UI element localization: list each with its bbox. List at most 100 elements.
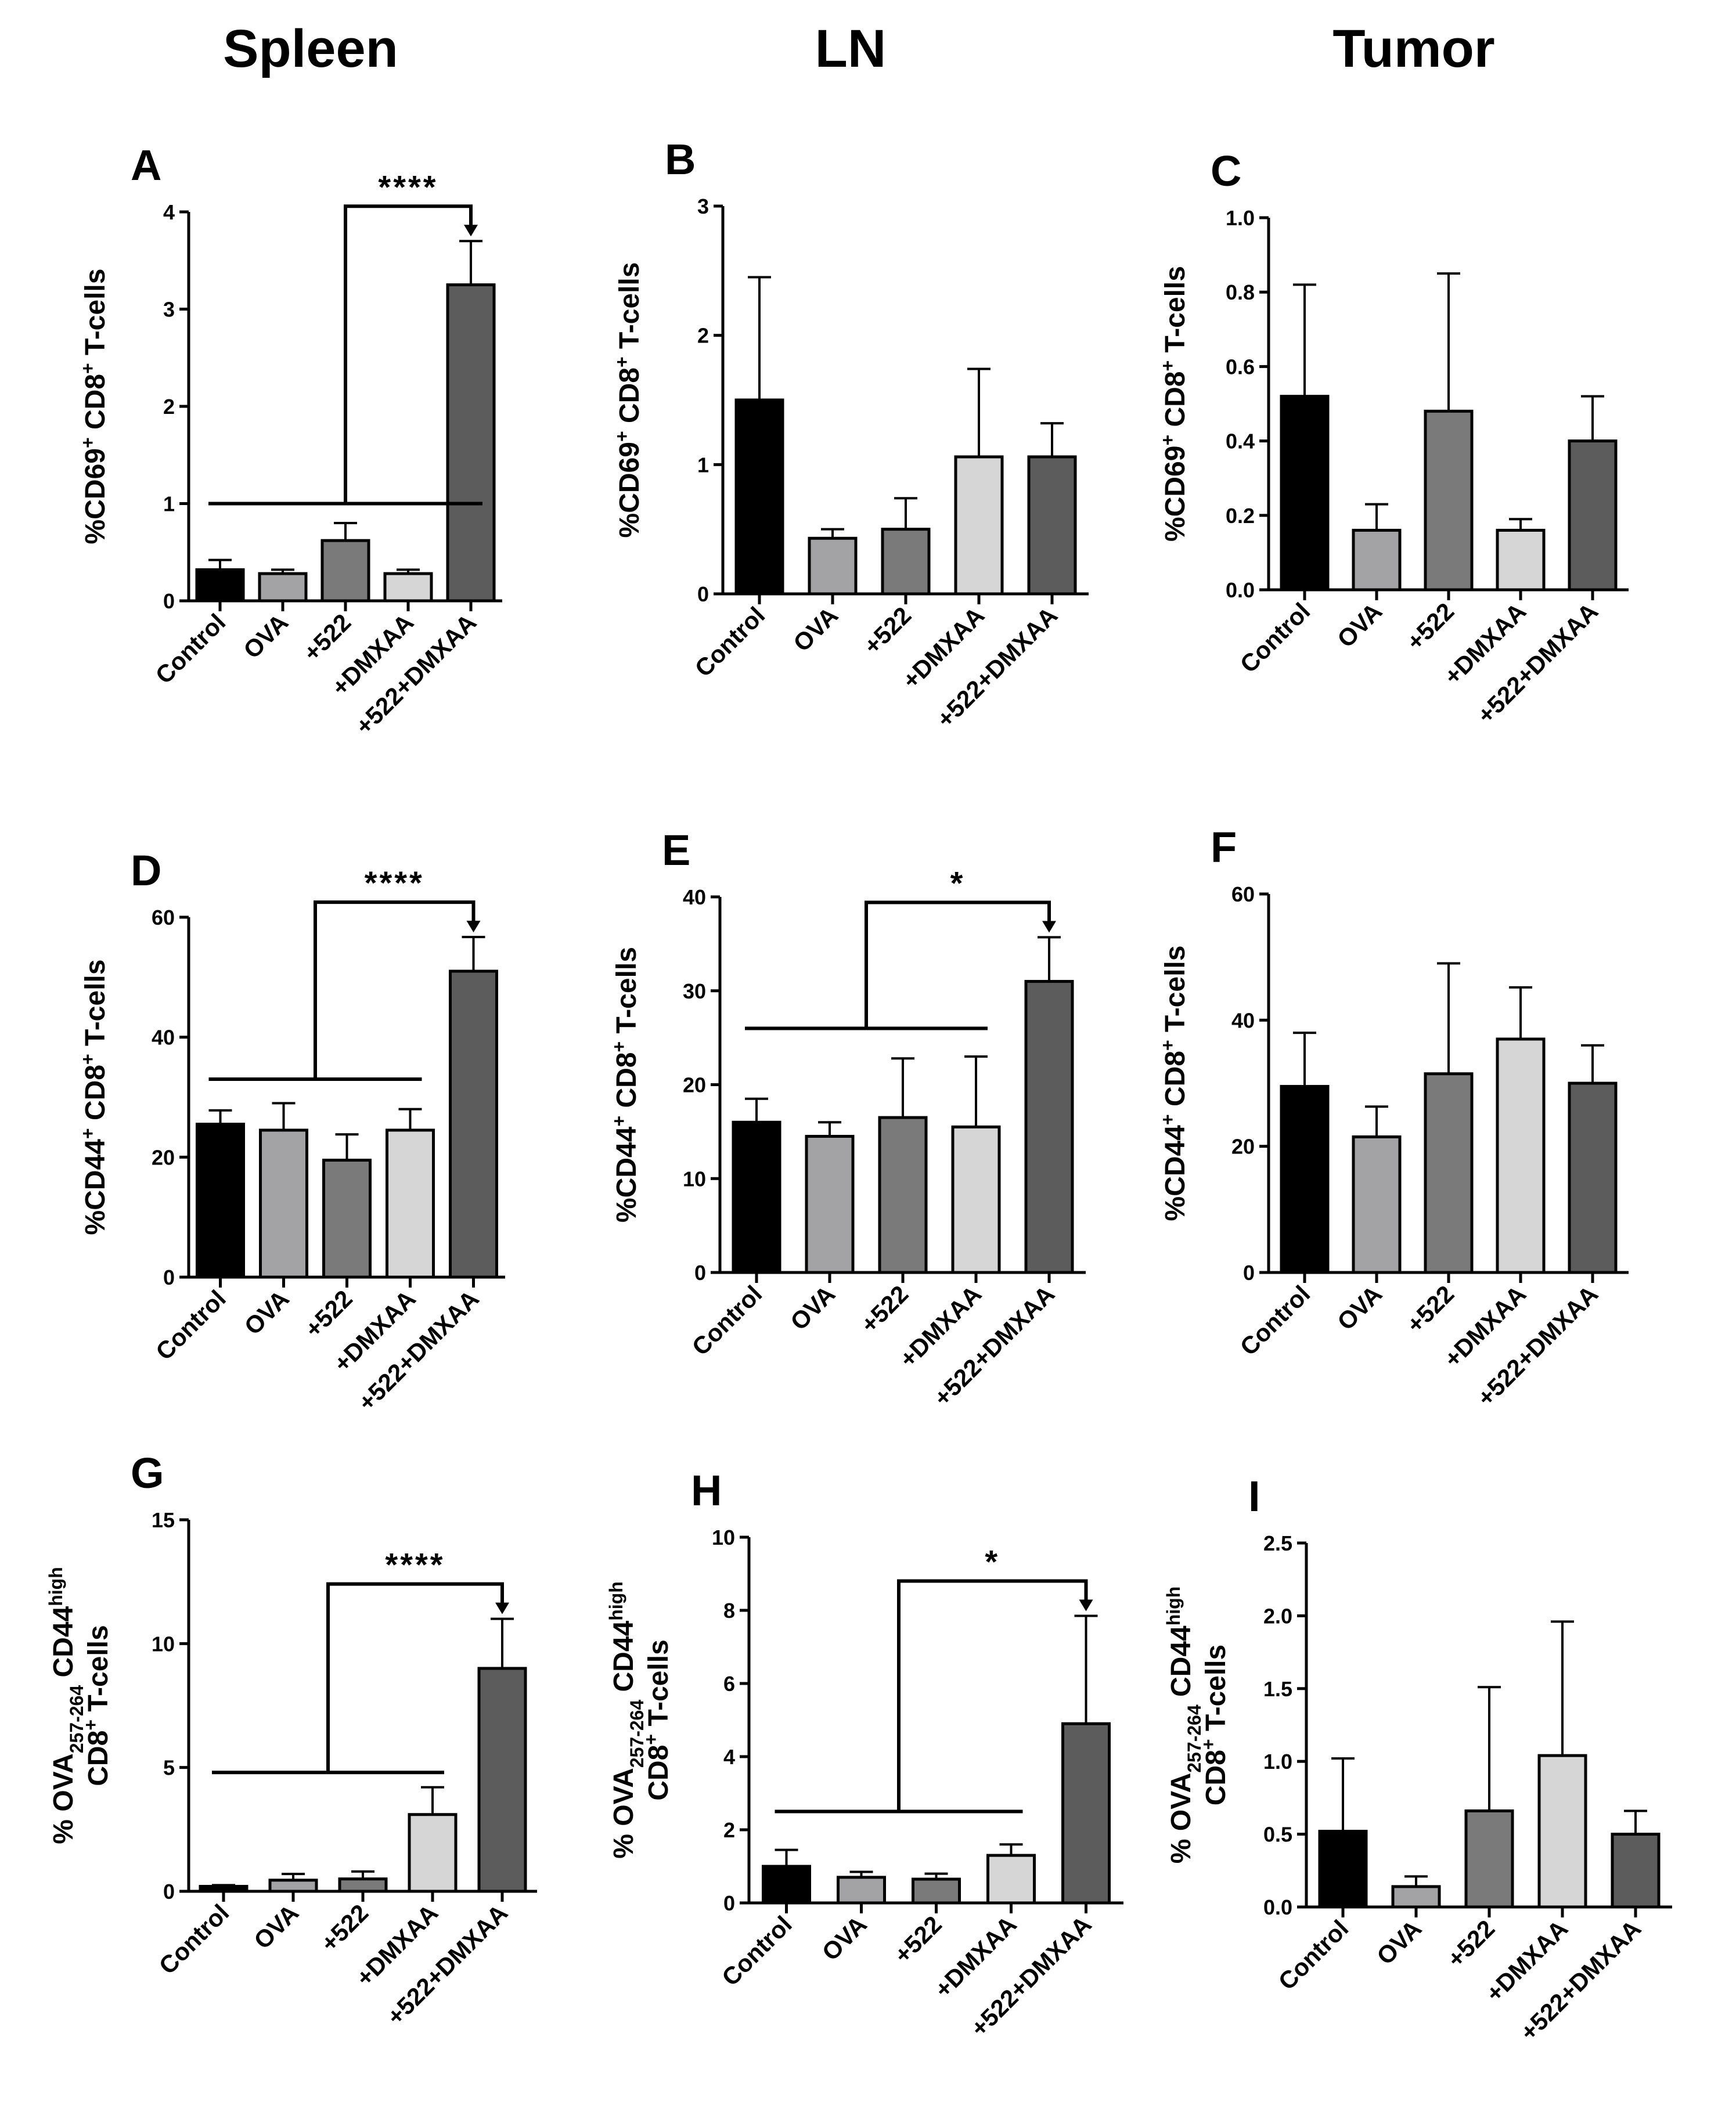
bar-b-control <box>734 398 784 596</box>
bar-d-control <box>196 1123 245 1279</box>
bar-i-plus-dmxaa <box>1537 1754 1587 1909</box>
bar-a-ova <box>258 572 308 603</box>
sig-bracket-d <box>314 900 476 1079</box>
bar-a-plus-522plus-dmxaa <box>446 283 496 603</box>
y-tick-label-i-3: 1.5 <box>1263 1677 1292 1701</box>
y-axis-label-c: %CD69+ CD8+ T-cells <box>1157 266 1191 542</box>
x-tick-label-d-0: Control <box>150 1285 231 1365</box>
sig-bracket-h <box>897 1579 1088 1812</box>
x-tick-label-g-4: +522+DMXAA <box>381 1899 513 2030</box>
y-tick-label-i-0: 0.0 <box>1263 1895 1292 1919</box>
bar-e-plus-dmxaa <box>951 1125 1001 1274</box>
sig-label-g: **** <box>385 1546 445 1583</box>
bar-a-plus-dmxaa <box>383 572 433 603</box>
x-tick-label-d-1: OVA <box>239 1285 294 1340</box>
y-tick-label-e-4: 40 <box>683 885 706 909</box>
x-tick-label-f-0: Control <box>1235 1280 1316 1361</box>
bar-c-plus-dmxaa <box>1496 528 1546 592</box>
y-tick-label-e-3: 30 <box>683 979 706 1003</box>
y-tick-label-e-2: 20 <box>683 1073 706 1097</box>
bar-g-control <box>199 1884 248 1893</box>
x-tick-label-b-2: +522 <box>858 601 916 659</box>
y-tick-label-g-0: 0 <box>163 1880 175 1903</box>
bar-g-plus-522plus-dmxaa <box>477 1667 527 1893</box>
x-tick-label-b-0: Control <box>690 601 770 682</box>
y-tick-label-g-2: 10 <box>152 1632 175 1656</box>
bar-b-plus-522 <box>881 528 931 596</box>
x-tick-label-i-0: Control <box>1273 1915 1354 1995</box>
y-tick-label-a-0: 0 <box>163 589 175 613</box>
y-tick-label-h-2: 4 <box>723 1745 735 1769</box>
x-tick-label-c-1: OVA <box>1332 597 1387 652</box>
y-tick-label-e-1: 10 <box>683 1167 706 1191</box>
bar-c-ova <box>1352 528 1402 592</box>
column-header-ln: LN <box>815 19 887 78</box>
bar-f-plus-522 <box>1424 1072 1474 1274</box>
y-tick-label-h-5: 10 <box>712 1526 735 1549</box>
bar-a-plus-522 <box>320 539 370 603</box>
x-tick-label-h-1: OVA <box>816 1910 871 1966</box>
bar-i-ova <box>1391 1885 1441 1909</box>
bar-e-ova <box>805 1134 855 1274</box>
y-axis-label-i-line2: CD8+ T-cells <box>1198 1645 1231 1805</box>
y-tick-label-b-2: 2 <box>697 324 709 348</box>
y-tick-label-i-1: 0.5 <box>1263 1823 1292 1847</box>
panel-letter-a: A <box>131 141 161 189</box>
bar-h-plus-522plus-dmxaa <box>1061 1722 1111 1905</box>
x-tick-label-h-0: Control <box>716 1910 797 1991</box>
bar-i-plus-522 <box>1464 1809 1514 1909</box>
y-tick-label-d-3: 60 <box>152 906 175 929</box>
sig-arrowhead-e <box>1042 921 1056 933</box>
x-tick-label-c-2: +522 <box>1401 597 1459 655</box>
bar-g-plus-522 <box>338 1877 388 1893</box>
panel-letter-c: C <box>1211 147 1241 195</box>
bar-f-control <box>1280 1084 1330 1274</box>
panel-letter-h: H <box>691 1466 722 1515</box>
bar-a-control <box>195 568 245 603</box>
y-axis-label-e: %CD44+ CD8+ T-cells <box>608 947 642 1223</box>
sig-arrowhead-g <box>495 1602 509 1614</box>
bar-h-ova <box>837 1876 886 1905</box>
y-tick-label-h-3: 6 <box>723 1672 735 1696</box>
x-tick-label-b-1: OVA <box>788 601 843 657</box>
x-tick-label-a-1: OVA <box>238 608 293 664</box>
sig-bracket-g <box>326 1582 504 1773</box>
bar-d-plus-522 <box>322 1159 372 1279</box>
x-tick-label-a-2: +522 <box>298 608 356 666</box>
y-tick-label-c-3: 0.6 <box>1226 355 1255 378</box>
sig-arrowhead-h <box>1079 1599 1093 1612</box>
x-tick-label-f-2: +522 <box>1401 1280 1459 1338</box>
bar-c-plus-522 <box>1424 409 1474 592</box>
bar-g-ova <box>268 1879 318 1893</box>
x-tick-label-i-1: OVA <box>1371 1915 1427 1970</box>
y-tick-label-h-0: 0 <box>723 1891 735 1915</box>
y-tick-label-g-3: 15 <box>152 1508 175 1532</box>
sig-bracket-a <box>344 204 473 504</box>
x-tick-label-i-2: +522 <box>1442 1915 1500 1973</box>
sig-arrowhead-d <box>466 921 481 933</box>
x-tick-label-e-1: OVA <box>785 1280 840 1335</box>
bar-f-plus-dmxaa <box>1496 1037 1546 1274</box>
bar-g-plus-dmxaa <box>408 1813 458 1893</box>
y-axis-label-i-line1: % OVA257-264 CD44high <box>1163 1587 1205 1864</box>
y-tick-label-e-0: 0 <box>694 1261 706 1285</box>
x-tick-label-g-0: Control <box>154 1899 235 1980</box>
y-axis-label-h-line1: % OVA257-264 CD44high <box>606 1581 647 1859</box>
sig-label-a: **** <box>378 168 438 205</box>
x-tick-label-e-2: +522 <box>855 1280 913 1338</box>
y-axis-label-f: %CD44+ CD8+ T-cells <box>1157 946 1191 1221</box>
panel-letter-d: D <box>131 846 161 895</box>
bar-f-plus-522plus-dmxaa <box>1568 1081 1618 1274</box>
y-tick-label-b-0: 0 <box>697 582 709 606</box>
y-axis-label-d: %CD44+ CD8+ T-cells <box>77 960 111 1235</box>
x-tick-label-d-2: +522 <box>300 1285 358 1343</box>
x-tick-label-a-0: Control <box>150 608 231 689</box>
y-tick-label-f-0: 0 <box>1243 1261 1255 1285</box>
bar-e-plus-522plus-dmxaa <box>1024 980 1074 1274</box>
sig-label-e: * <box>950 865 966 902</box>
y-tick-label-a-1: 1 <box>163 492 175 516</box>
y-tick-label-a-4: 4 <box>163 200 175 224</box>
panel-letter-i: I <box>1248 1472 1260 1520</box>
y-tick-label-f-1: 20 <box>1231 1135 1255 1159</box>
